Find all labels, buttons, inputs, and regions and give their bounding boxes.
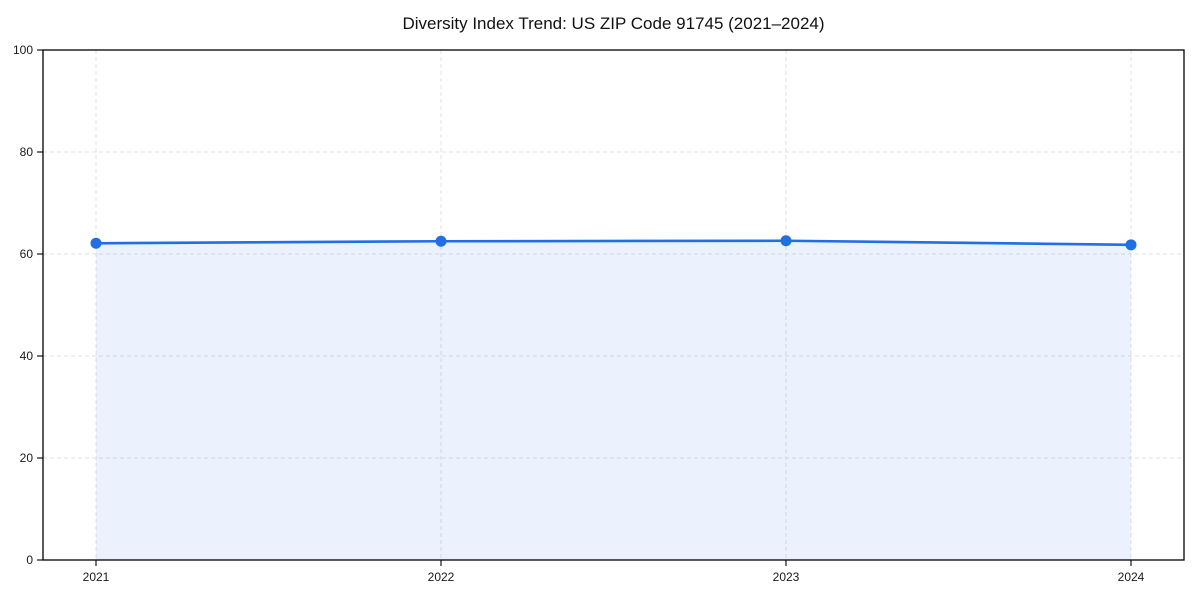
data-point xyxy=(1125,239,1137,251)
y-tick-label: 20 xyxy=(20,451,34,465)
x-tick-label: 2021 xyxy=(83,570,110,584)
y-tick-label: 40 xyxy=(20,349,34,363)
y-tick-label: 100 xyxy=(13,43,33,57)
y-axis: 0 20 40 60 80 100 xyxy=(13,43,43,567)
area-fill xyxy=(96,240,1131,561)
trend-line xyxy=(94,239,1133,247)
y-tick-label: 80 xyxy=(20,145,34,159)
chart-title: Diversity Index Trend: US ZIP Code 91745… xyxy=(402,14,825,33)
x-tick-label: 2024 xyxy=(1118,570,1145,584)
y-tick-label: 60 xyxy=(20,247,34,261)
x-tick-label: 2023 xyxy=(773,570,800,584)
x-axis: 2021 2022 2023 2024 xyxy=(83,560,1145,584)
data-point xyxy=(780,235,792,247)
y-tick-label: 0 xyxy=(26,553,33,567)
x-tick-label: 2022 xyxy=(428,570,455,584)
data-points xyxy=(90,235,1137,251)
plot-border xyxy=(42,49,1185,561)
data-point xyxy=(90,237,102,249)
data-point xyxy=(435,235,447,247)
gridlines xyxy=(43,50,1184,560)
